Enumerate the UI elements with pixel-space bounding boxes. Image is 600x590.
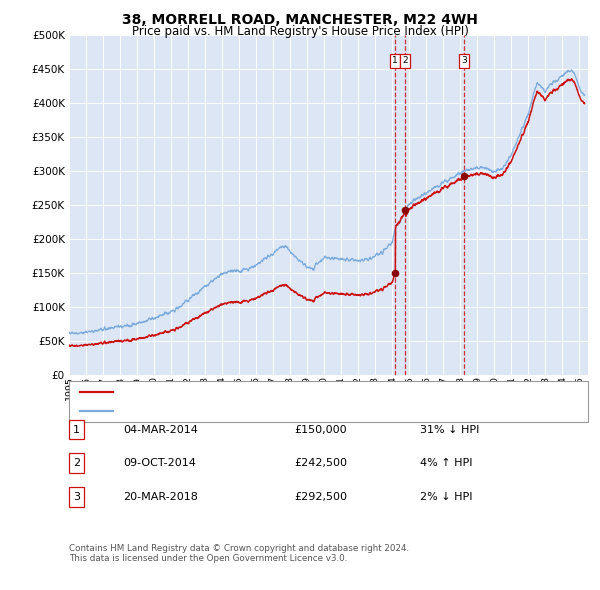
Text: 31% ↓ HPI: 31% ↓ HPI <box>420 425 479 434</box>
Text: This data is licensed under the Open Government Licence v3.0.: This data is licensed under the Open Gov… <box>69 554 347 563</box>
Text: Price paid vs. HM Land Registry's House Price Index (HPI): Price paid vs. HM Land Registry's House … <box>131 25 469 38</box>
Text: £242,500: £242,500 <box>294 458 347 468</box>
Text: 38, MORRELL ROAD, MANCHESTER, M22 4WH: 38, MORRELL ROAD, MANCHESTER, M22 4WH <box>122 13 478 27</box>
Text: 3: 3 <box>461 56 467 65</box>
Text: £150,000: £150,000 <box>294 425 347 434</box>
Text: Contains HM Land Registry data © Crown copyright and database right 2024.: Contains HM Land Registry data © Crown c… <box>69 545 409 553</box>
Text: 4% ↑ HPI: 4% ↑ HPI <box>420 458 473 468</box>
Text: 04-MAR-2014: 04-MAR-2014 <box>123 425 198 434</box>
Text: 38, MORRELL ROAD, MANCHESTER, M22 4WH (detached house): 38, MORRELL ROAD, MANCHESTER, M22 4WH (d… <box>119 386 438 396</box>
Text: 2% ↓ HPI: 2% ↓ HPI <box>420 492 473 502</box>
Text: 1: 1 <box>73 425 80 434</box>
Text: 3: 3 <box>73 492 80 502</box>
Text: £292,500: £292,500 <box>294 492 347 502</box>
Text: 20-MAR-2018: 20-MAR-2018 <box>123 492 198 502</box>
Text: 09-OCT-2014: 09-OCT-2014 <box>123 458 196 468</box>
Text: 1: 1 <box>392 56 398 65</box>
Text: 2: 2 <box>73 458 80 468</box>
Text: 2: 2 <box>403 56 408 65</box>
Text: HPI: Average price, detached house, Manchester: HPI: Average price, detached house, Manc… <box>119 406 362 416</box>
